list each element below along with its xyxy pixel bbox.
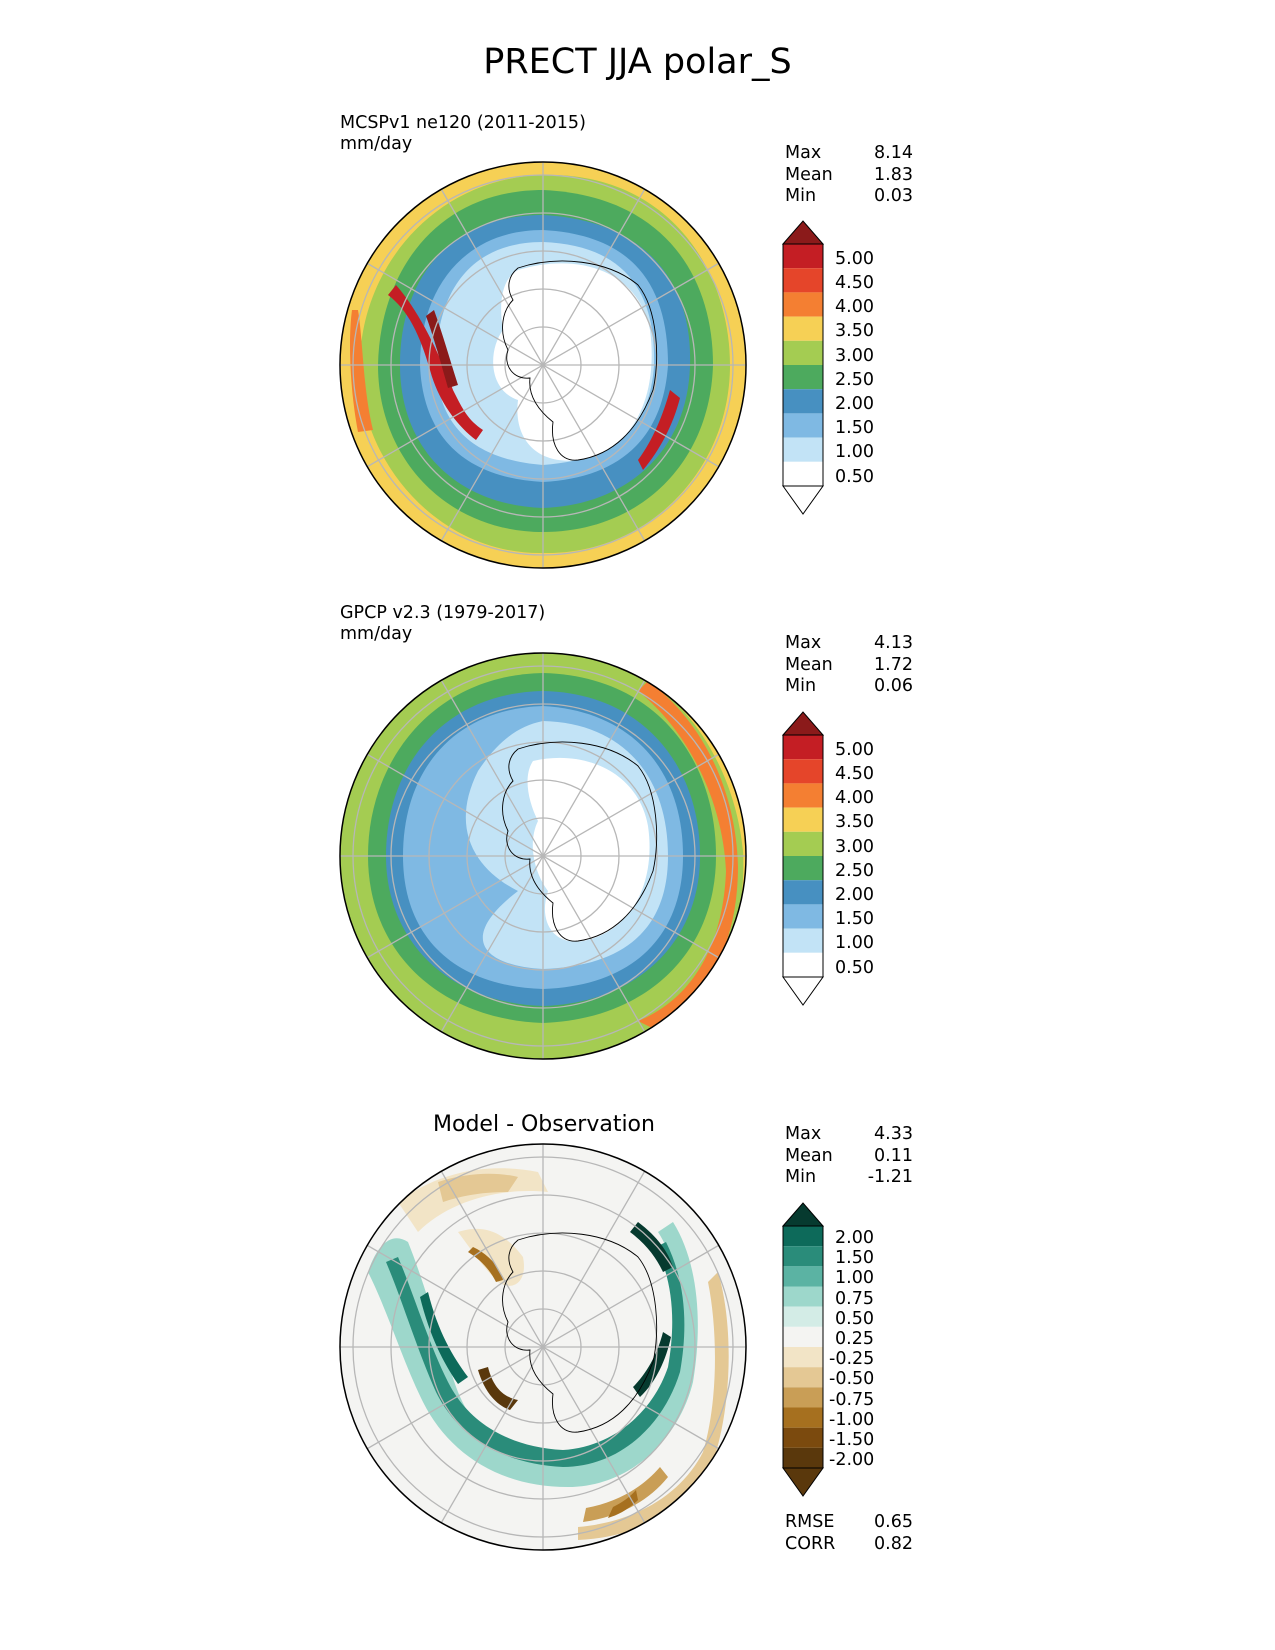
stat-value: 1.72 (874, 654, 913, 675)
colorbar-label: 1.50 (835, 909, 874, 929)
metric-value: 0.82 (874, 1533, 913, 1554)
panel2-units: mm/day (340, 624, 413, 644)
panel2-colorbar (782, 711, 825, 1006)
colorbar-label: 1.00 (835, 933, 874, 953)
stat-label: Min (785, 1167, 817, 1187)
stat-value: 4.33 (874, 1124, 913, 1144)
colorbar-label: -0.25 (829, 1349, 875, 1369)
panel3-map (339, 1143, 747, 1551)
colorbar-label: 1.00 (835, 442, 874, 462)
stat-label: Mean (785, 1145, 833, 1166)
colorbar-label: 5.00 (835, 740, 874, 760)
stat-value: 1.83 (874, 164, 913, 185)
colorbar-label: 4.00 (835, 788, 874, 808)
panel1-colorbar (782, 220, 825, 515)
panel3-metrics: RMSE 0.65 CORR 0.82 (785, 1512, 913, 1555)
stat-label: Min (785, 186, 817, 206)
stat-value: 0.11 (874, 1145, 913, 1166)
colorbar-label: 4.00 (835, 297, 874, 317)
colorbar-label: 3.50 (835, 812, 874, 832)
colorbar-label: 2.50 (835, 861, 874, 881)
colorbar-label: 0.25 (835, 1329, 874, 1349)
panel3-colorbar (782, 1202, 825, 1497)
colorbar-label: 2.00 (835, 394, 874, 414)
colorbar-label: 3.50 (835, 321, 874, 341)
panel2-map (339, 652, 747, 1060)
metric-label: CORR (785, 1533, 836, 1554)
colorbar-label: 1.00 (835, 1268, 874, 1288)
panel2-stats: Max 4.13 Mean 1.72 Min 0.06 (785, 633, 913, 698)
colorbar-label: -0.75 (829, 1390, 875, 1410)
stat-value: 0.06 (874, 676, 913, 696)
stat-value: 8.14 (874, 143, 913, 163)
stat-label: Max (785, 633, 822, 653)
colorbar-label: 4.50 (835, 764, 874, 784)
stat-label: Max (785, 1124, 822, 1144)
colorbar-label: 0.50 (835, 467, 874, 487)
stat-label: Max (785, 143, 822, 163)
panel2-title: GPCP v2.3 (1979-2017) (340, 603, 546, 623)
metric-label: RMSE (785, 1512, 835, 1532)
panel1-stats: Max 8.14 Mean 1.83 Min 0.03 (785, 143, 913, 208)
colorbar-label: 0.50 (835, 958, 874, 978)
colorbar-label: 1.50 (835, 1248, 874, 1268)
stat-label: Mean (785, 654, 833, 675)
colorbar-label: 3.00 (835, 346, 874, 366)
metric-value: 0.65 (874, 1512, 913, 1532)
panel1-units: mm/day (340, 134, 413, 154)
stat-label: Min (785, 676, 817, 696)
colorbar-label: 1.50 (835, 418, 874, 438)
panel1-map (339, 161, 747, 569)
colorbar-label: 4.50 (835, 273, 874, 293)
stat-label: Mean (785, 164, 833, 185)
stat-value: 4.13 (874, 633, 913, 653)
panel3-stats: Max 4.33 Mean 0.11 Min -1.21 (785, 1124, 913, 1189)
colorbar-label: 0.50 (835, 1309, 874, 1329)
colorbar-label: 0.75 (835, 1289, 874, 1309)
colorbar-label: -2.00 (829, 1450, 875, 1470)
colorbar-label: 5.00 (835, 249, 874, 269)
colorbar-label: -1.50 (829, 1430, 875, 1450)
panel1-title: MCSPv1 ne120 (2011-2015) (340, 113, 586, 133)
colorbar-label: 2.00 (835, 1228, 874, 1248)
colorbar-label: 3.00 (835, 837, 874, 857)
colorbar-label: 2.50 (835, 370, 874, 390)
colorbar-label: 2.00 (835, 885, 874, 905)
panel3-title: Model - Observation (433, 1112, 655, 1137)
colorbar-label: -1.00 (829, 1410, 875, 1430)
colorbar-label: -0.50 (829, 1369, 875, 1389)
stat-value: 0.03 (874, 186, 913, 206)
stat-value: -1.21 (867, 1167, 913, 1187)
figure-title: PRECT JJA polar_S (483, 42, 792, 82)
